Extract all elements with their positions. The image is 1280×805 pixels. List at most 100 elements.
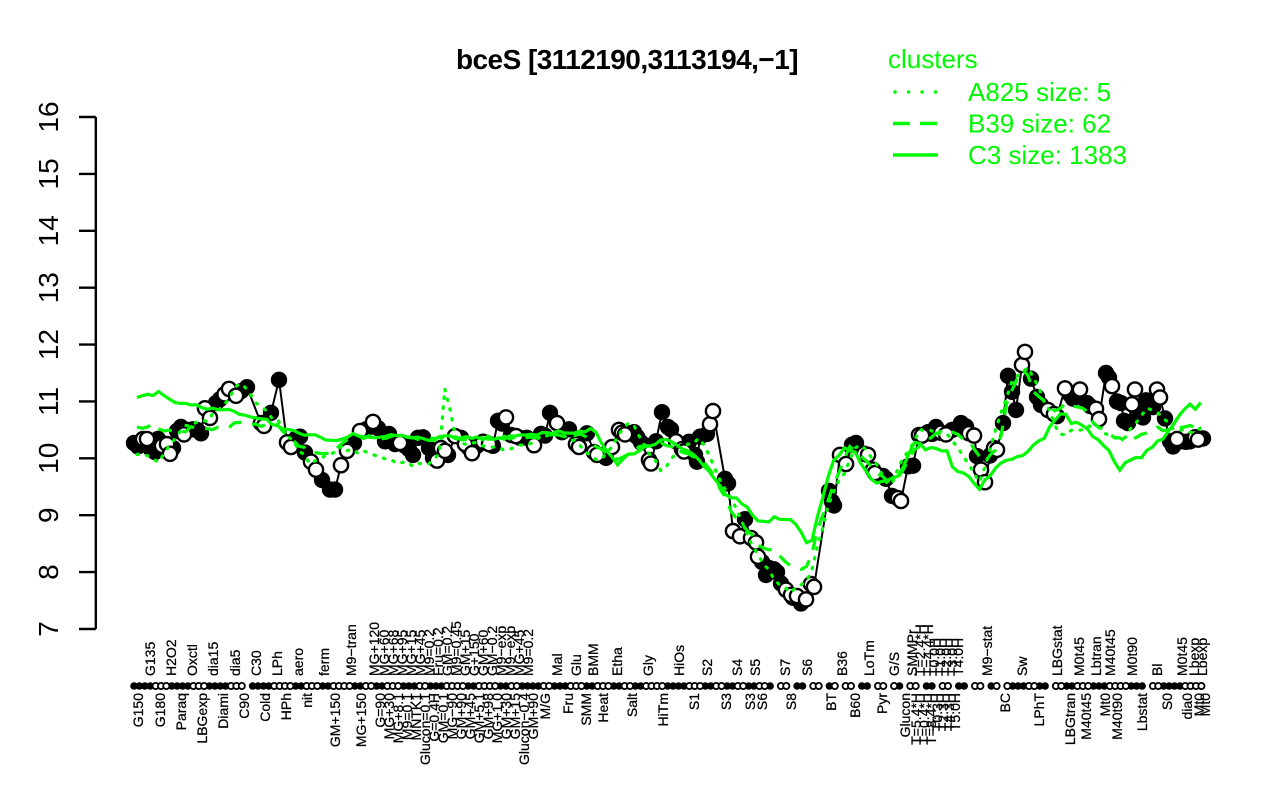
svg-text:S7: S7 bbox=[777, 659, 793, 676]
svg-text:GM+45: GM+45 bbox=[462, 693, 478, 740]
svg-text:G/S: G/S bbox=[886, 652, 902, 676]
svg-text:GM+150: GM+150 bbox=[327, 693, 343, 747]
svg-text:Etha: Etha bbox=[609, 647, 625, 676]
svg-text:Lbexp: Lbexp bbox=[1186, 638, 1202, 676]
svg-text:MG+8.1: MG+8.1 bbox=[390, 693, 406, 743]
svg-text:dia0: dia0 bbox=[1179, 693, 1195, 720]
svg-text:GM+90: GM+90 bbox=[453, 693, 469, 740]
svg-text:C30: C30 bbox=[248, 650, 264, 676]
svg-text:GM+15: GM+15 bbox=[507, 693, 523, 740]
svg-text:MG+60: MG+60 bbox=[376, 629, 392, 676]
svg-text:SMMPr: SMMPr bbox=[904, 629, 920, 676]
svg-text:Glucon=0.1: Glucon=0.1 bbox=[417, 693, 433, 765]
svg-text:BC: BC bbox=[997, 693, 1013, 712]
svg-text:GM+30: GM+30 bbox=[498, 693, 514, 740]
svg-text:T=0.4*H: T=0.4*H bbox=[916, 693, 932, 745]
svg-text:BT: BT bbox=[823, 693, 839, 711]
svg-text:MG+30: MG+30 bbox=[381, 693, 397, 740]
svg-text:H2O2: H2O2 bbox=[163, 639, 179, 676]
svg-text:G+150: G+150 bbox=[466, 633, 482, 676]
svg-text:Salt: Salt bbox=[624, 693, 640, 717]
svg-text:MG+45: MG+45 bbox=[511, 629, 527, 676]
svg-text:T2.0H: T2.0H bbox=[938, 638, 954, 676]
svg-text:S3: S3 bbox=[718, 693, 734, 710]
svg-text:T0.3H: T0.3H bbox=[929, 693, 945, 731]
svg-text:GM+60: GM+60 bbox=[475, 629, 491, 676]
svg-text:Lbexp: Lbexp bbox=[1194, 638, 1210, 676]
svg-text:GM+98: GM+98 bbox=[480, 693, 496, 740]
svg-text:M0t90: M0t90 bbox=[1124, 637, 1140, 676]
svg-text:16: 16 bbox=[33, 101, 64, 132]
svg-text:9: 9 bbox=[33, 507, 64, 523]
svg-text:G=90: G=90 bbox=[372, 693, 388, 728]
svg-text:HiTm: HiTm bbox=[655, 693, 671, 726]
svg-text:M9=0.1: M9=0.1 bbox=[399, 693, 415, 740]
svg-text:M9−exp: M9−exp bbox=[502, 626, 518, 676]
svg-text:M9=0.2: M9=0.2 bbox=[421, 629, 437, 676]
svg-text:Pyr: Pyr bbox=[874, 693, 890, 714]
svg-text:T=8.4*H: T=8.4*H bbox=[923, 693, 939, 745]
svg-text:MG+150: MG+150 bbox=[353, 693, 369, 747]
svg-text:S5: S5 bbox=[747, 659, 763, 676]
svg-text:M9=0.2: M9=0.2 bbox=[520, 629, 536, 676]
svg-text:7: 7 bbox=[33, 621, 64, 637]
svg-text:G=0.4H: G=0.4H bbox=[426, 693, 442, 742]
svg-text:MNTK1: MNTK1 bbox=[408, 693, 424, 741]
svg-text:G180: G180 bbox=[152, 693, 168, 727]
svg-text:S6: S6 bbox=[799, 659, 815, 676]
svg-text:A825 size: 5: A825 size: 5 bbox=[968, 77, 1111, 107]
svg-text:Gly: Gly bbox=[640, 655, 656, 676]
svg-text:14: 14 bbox=[33, 215, 64, 246]
svg-text:T1.0H: T1.0H bbox=[932, 638, 948, 676]
svg-text:Diami: Diami bbox=[215, 693, 231, 729]
svg-text:S3: S3 bbox=[742, 693, 758, 710]
svg-text:MG+68: MG+68 bbox=[385, 629, 401, 676]
svg-text:Heat: Heat bbox=[595, 693, 611, 723]
svg-text:S2: S2 bbox=[699, 659, 715, 676]
svg-text:Oxctl: Oxctl bbox=[184, 644, 200, 676]
svg-text:T3.0H: T3.0H bbox=[944, 638, 960, 676]
svg-text:Mt0: Mt0 bbox=[1197, 693, 1213, 717]
svg-text:GM=0.2: GM=0.2 bbox=[439, 626, 455, 676]
svg-text:LPhT: LPhT bbox=[1031, 693, 1047, 727]
svg-text:T4.0H: T4.0H bbox=[950, 638, 966, 676]
svg-text:bceS [3112190,3113194,−1]: bceS [3112190,3113194,−1] bbox=[456, 44, 798, 75]
svg-text:Mt0: Mt0 bbox=[1097, 693, 1113, 717]
svg-text:G135: G135 bbox=[142, 642, 158, 676]
svg-text:M0t45: M0t45 bbox=[1071, 637, 1087, 676]
svg-text:T=5.4*H: T=5.4*H bbox=[908, 693, 924, 745]
svg-text:ferm: ferm bbox=[316, 648, 332, 676]
svg-text:nit: nit bbox=[299, 693, 315, 708]
svg-text:LPh: LPh bbox=[269, 651, 285, 676]
svg-text:Cold: Cold bbox=[257, 693, 273, 722]
svg-text:Paraq: Paraq bbox=[173, 693, 189, 730]
svg-text:M9=0.45: M9=0.45 bbox=[448, 621, 464, 676]
svg-text:MG+95: MG+95 bbox=[394, 629, 410, 676]
svg-text:GM=0.1: GM=0.1 bbox=[435, 693, 451, 743]
svg-text:MG+120: MG+120 bbox=[366, 622, 382, 676]
svg-text:GM+90: GM+90 bbox=[525, 693, 541, 740]
svg-text:Sw: Sw bbox=[1014, 656, 1030, 676]
svg-text:B36: B36 bbox=[834, 651, 850, 676]
svg-text:Fru=0.2: Fru=0.2 bbox=[430, 627, 446, 676]
svg-text:HPh: HPh bbox=[278, 693, 294, 720]
svg-text:T2.3H: T2.3H bbox=[935, 693, 951, 731]
svg-text:Mt0: Mt0 bbox=[1191, 693, 1207, 717]
svg-text:10: 10 bbox=[33, 443, 64, 474]
svg-text:aero: aero bbox=[290, 648, 306, 676]
svg-text:LBGexp: LBGexp bbox=[194, 693, 210, 744]
svg-text:M9−tran: M9−tran bbox=[343, 624, 359, 676]
svg-text:SMM: SMM bbox=[578, 693, 594, 726]
svg-text:MG−90: MG−90 bbox=[444, 693, 460, 740]
svg-text:dia15: dia15 bbox=[205, 642, 221, 676]
svg-text:Glu: Glu bbox=[568, 654, 584, 676]
svg-text:15: 15 bbox=[33, 158, 64, 189]
svg-text:MG+1.0: MG+1.0 bbox=[489, 693, 505, 743]
svg-text:T0.0H: T0.0H bbox=[926, 638, 942, 676]
svg-text:BMM: BMM bbox=[585, 643, 601, 676]
svg-text:dia5: dia5 bbox=[227, 649, 243, 676]
svg-text:Mal: Mal bbox=[549, 653, 565, 676]
svg-text:LBGtran: LBGtran bbox=[1062, 693, 1078, 745]
svg-text:T=4.4*H: T=4.4*H bbox=[920, 624, 936, 676]
svg-text:C3 size: 1383: C3 size: 1383 bbox=[968, 140, 1127, 170]
